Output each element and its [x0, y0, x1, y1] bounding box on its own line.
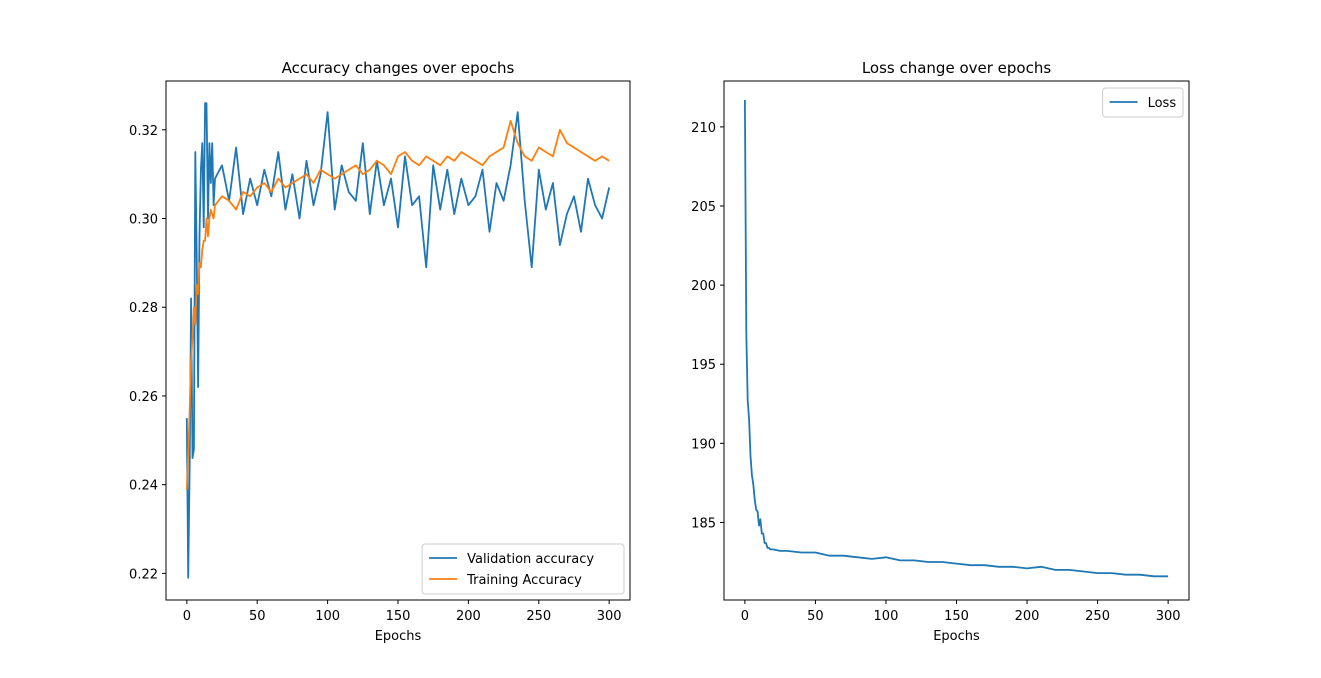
x-tick-label: 250: [1085, 609, 1110, 624]
loss-chart: Loss change over epochs 0 50 100 150 200 250 30…: [691, 59, 1190, 644]
accuracy-chart: Accuracy changes over epochs 0 50 100 150 200…: [129, 59, 631, 644]
legend-label: Training Accuracy: [466, 573, 582, 588]
legend: Loss: [1102, 87, 1184, 118]
y-tick-label: 205: [691, 200, 716, 215]
x-tick-label: 100: [874, 609, 899, 624]
x-tick-label: 250: [526, 609, 551, 624]
y-tick-label: 195: [691, 358, 716, 373]
y-tick-label: 0.24: [129, 479, 158, 494]
y-tick-label: 210: [691, 121, 716, 136]
y-tick-label: 0.30: [129, 213, 158, 228]
x-tick-label: 300: [597, 609, 622, 624]
legend-box: [421, 543, 625, 595]
legend-label: Loss: [1148, 96, 1177, 111]
x-tick-label: 0: [183, 609, 191, 624]
legend-label: Validation accuracy: [467, 552, 594, 567]
x-tick-label: 100: [315, 609, 340, 624]
x-tick-label: 50: [807, 609, 824, 624]
x-tick-label: 150: [386, 609, 411, 624]
y-tick-label: 0.28: [129, 301, 158, 316]
x-axis-label: Epochs: [933, 629, 980, 644]
y-tick-label: 0.26: [129, 390, 158, 405]
x-axis-label: Epochs: [375, 629, 422, 644]
x-tick-label: 50: [249, 609, 266, 624]
y-tick-label: 190: [691, 437, 716, 452]
x-tick-label: 300: [1156, 609, 1181, 624]
x-tick-label: 200: [456, 609, 481, 624]
x-tick-label: 150: [944, 609, 969, 624]
series-line-loss: [744, 99, 1169, 578]
legend: Validation accuracy Training Accuracy: [421, 543, 625, 595]
y-tick-label: 185: [691, 516, 716, 531]
x-tick-label: 0: [741, 609, 749, 624]
plot-frame: [723, 80, 1190, 601]
y-tick-label: 200: [691, 279, 716, 294]
chart-title: Accuracy changes over epochs: [282, 59, 515, 77]
y-tick-label: 0.32: [129, 124, 158, 139]
legend-box: [1102, 87, 1184, 118]
series-line-training-accuracy: [185, 120, 610, 490]
x-tick-label: 200: [1015, 609, 1040, 624]
y-tick-label: 0.22: [129, 567, 158, 582]
series-line-validation-accuracy: [185, 102, 611, 579]
chart-title: Loss change over epochs: [862, 59, 1052, 77]
